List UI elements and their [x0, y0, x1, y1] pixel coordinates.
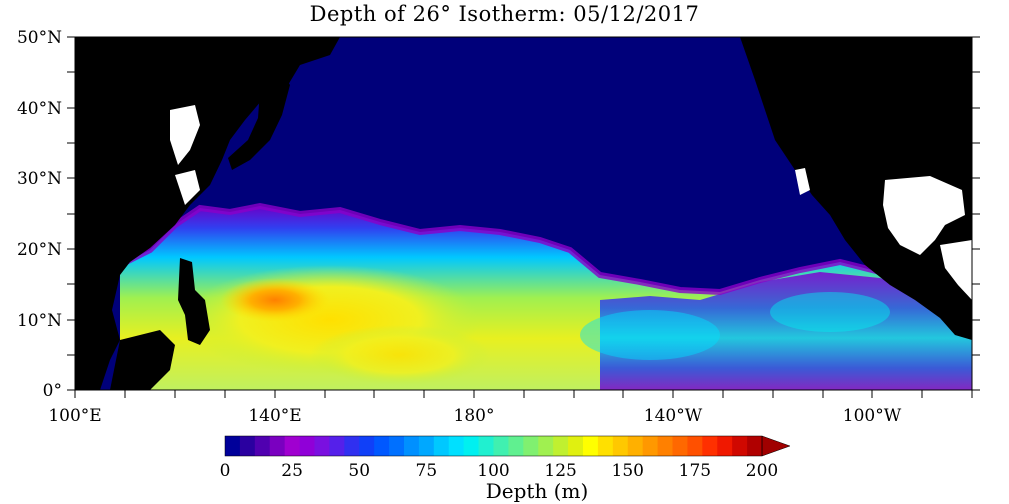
colorbar-swatch [314, 436, 330, 456]
colorbar-overflow-arrow [761, 435, 791, 457]
colorbar-swatch [627, 436, 644, 456]
lon-label-180: 180° [454, 406, 495, 426]
colorbar-swatch [433, 436, 450, 456]
land-north-america [740, 37, 972, 340]
colorbar-tick-label: 25 [281, 461, 303, 481]
colorbar-swatch [374, 436, 390, 456]
colorbar-swatch [538, 436, 554, 456]
colorbar-swatch [404, 436, 420, 456]
colorbar-swatch [448, 436, 465, 456]
colorbar-swatch [329, 436, 345, 456]
colorbar-swatch [732, 436, 748, 456]
map-title: Depth of 26° Isotherm: 05/12/2017 [309, 2, 700, 26]
land-philippines [178, 258, 210, 345]
colorbar-frame [224, 435, 763, 457]
colorbar-tick-label: 75 [416, 461, 438, 481]
colorbar-swatch [299, 436, 315, 456]
colorbar-swatch [418, 436, 435, 456]
gulf-of-mexico [883, 176, 965, 255]
colorbar-swatch [463, 436, 479, 456]
colorbar-swatch [269, 436, 286, 456]
colorbar-swatch [389, 436, 405, 456]
yellow-sea [175, 170, 200, 205]
colorbar-swatch [344, 436, 360, 456]
lat-label-30n: 30°N [17, 169, 62, 189]
colorbar-swatch [254, 436, 271, 456]
lon-ticks [74, 390, 973, 398]
eastern-isotherm-band [600, 272, 972, 390]
lat-label-eq: 0° [43, 381, 62, 401]
colorbar-tick-label: 200 [746, 461, 778, 481]
colorbar-tick-label: 150 [612, 461, 644, 481]
cool-tongue [580, 310, 720, 360]
colorbar-swatch [568, 436, 584, 456]
colorbar-swatch [478, 436, 494, 456]
lat-label-50n: 50°N [17, 28, 62, 48]
colorbar-tick-label: 125 [544, 461, 576, 481]
colorbar-swatch [225, 436, 241, 456]
colorbar-swatch [284, 436, 300, 456]
lat-label-10n: 10°N [17, 311, 62, 331]
colorbar-tick-label: 50 [348, 461, 370, 481]
lon-label-100w: 100°W [843, 406, 902, 426]
colorbar-swatch [359, 436, 375, 456]
colorbar-swatch [597, 436, 614, 456]
colorbar-swatch [508, 436, 524, 456]
colorbar-swatch [747, 436, 763, 456]
colorbar-swatch [523, 436, 539, 456]
colorbar-swatch [583, 436, 599, 456]
colorbar-title: Depth (m) [486, 479, 589, 503]
lat-label-20n: 20°N [17, 240, 62, 260]
colorbar-swatch [239, 436, 256, 456]
colorbar-tick-label: 175 [679, 461, 711, 481]
colorbar-tick-label: 0 [220, 461, 231, 481]
sea-of-japan [170, 105, 200, 165]
colorbar-swatch [612, 436, 629, 456]
colorbar-swatch [642, 436, 658, 456]
map-plot [75, 37, 972, 390]
east-cyan-patch [770, 292, 890, 332]
colorbar: 0 25 50 75 100 125 150 175 200 [220, 435, 791, 481]
lon-label-140e: 140°E [248, 406, 301, 426]
colorbar-tick-label: 100 [477, 461, 509, 481]
colorbar-swatch [672, 436, 688, 456]
lat-ticks [67, 36, 980, 391]
caribbean [940, 240, 972, 300]
land-japan [228, 70, 290, 170]
colorbar-swatch [657, 436, 673, 456]
baja-water [795, 168, 810, 195]
warm-pool-south [310, 325, 490, 385]
colorbar-swatch [553, 436, 569, 456]
land-indonesia [110, 330, 175, 390]
purple-fringe [118, 202, 962, 313]
warm-pool-orange [220, 278, 330, 322]
land-asia [75, 37, 340, 390]
lon-label-100e: 100°E [48, 406, 101, 426]
colorbar-swatch [717, 436, 733, 456]
colorbar-swatch [493, 436, 509, 456]
lon-label-140w: 140°W [644, 406, 703, 426]
colorbar-swatch [702, 436, 718, 456]
lat-label-40n: 40°N [17, 99, 62, 119]
colorbar-swatch [687, 436, 703, 456]
